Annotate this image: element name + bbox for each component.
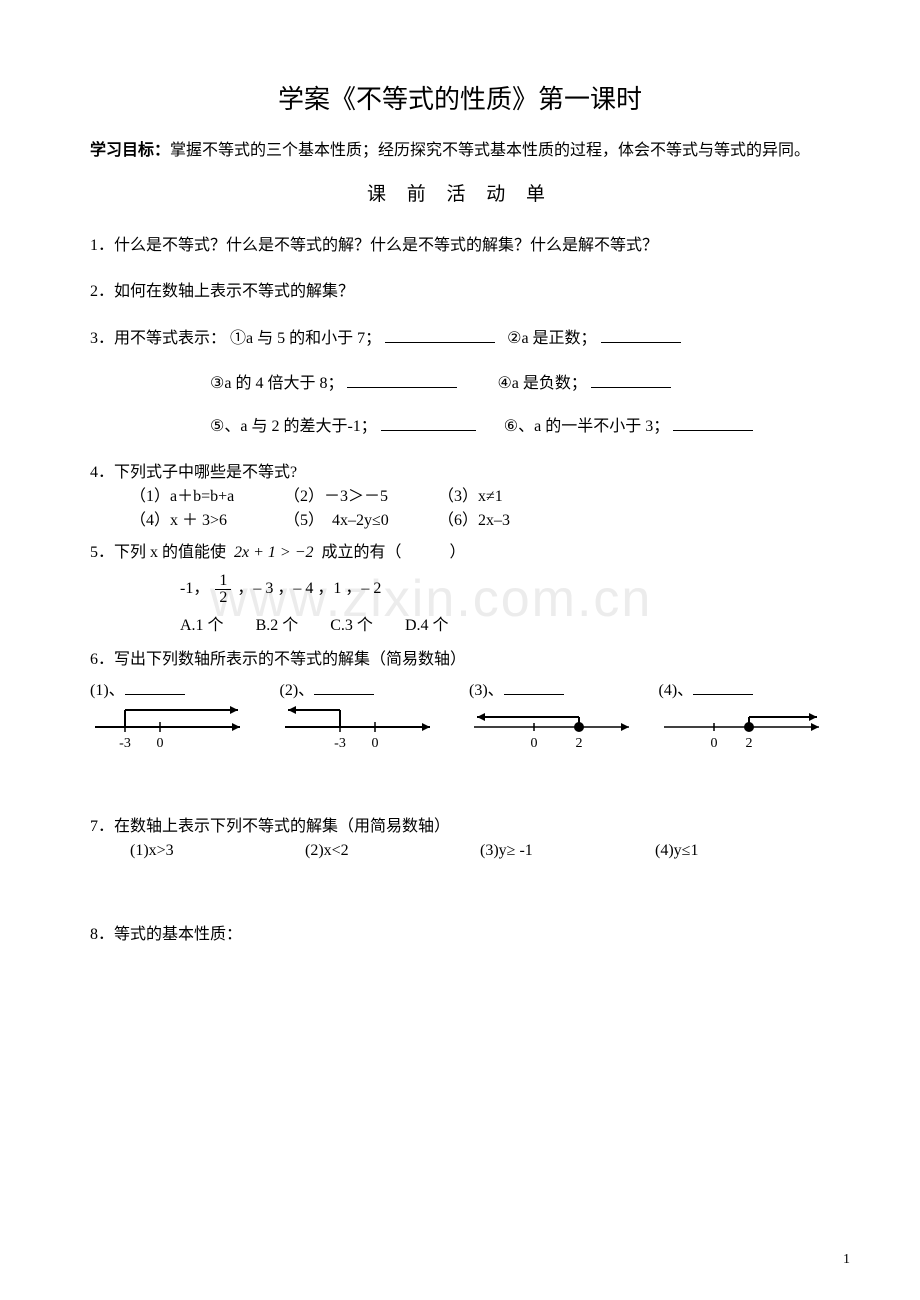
q3-part4: ④a 是负数； (497, 375, 586, 392)
q4-opt: （4）x ＋ 3>6 (130, 509, 280, 533)
q5-stem-a: 5．下列 x 的值能使 (90, 544, 226, 561)
q4-stem: 4．下列式子中哪些是不等式? (90, 461, 830, 485)
goal-text: 掌握不等式的三个基本性质；经历探究不等式基本性质的过程，体会不等式与等式的异同。 (170, 142, 810, 159)
q7-b: (2)x<2 (305, 839, 480, 863)
number-line-3: 0 2 (469, 705, 639, 755)
question-6: 6．写出下列数轴所表示的不等式的解集（简易数轴） (1)、 -3 0 (2)、 (90, 648, 830, 755)
q5-expr: 2x + 1 > −2 (234, 544, 314, 561)
q6-stem: 6．写出下列数轴所表示的不等式的解集（简易数轴） (90, 648, 830, 672)
q7-stem: 7．在数轴上表示下列不等式的解集（用简易数轴） (90, 815, 830, 839)
goal-label: 学习目标： (90, 142, 170, 159)
q4-opt: （2）－3＞－5 (284, 485, 434, 509)
blank (385, 326, 495, 343)
blank (693, 678, 753, 695)
nl-label-2: (2)、 (280, 679, 315, 703)
nl-label-3: (3)、 (469, 679, 504, 703)
question-3: 3．用不等式表示： ①a 与 5 的和小于 7； ②a 是正数； ③a 的 4 … (90, 326, 830, 439)
blank (125, 678, 185, 695)
option-d: D.4 个 (405, 614, 449, 638)
blank (314, 678, 374, 695)
option-b: B.2 个 (256, 614, 299, 638)
svg-text:2: 2 (745, 736, 752, 751)
blank (601, 326, 681, 343)
question-4: 4．下列式子中哪些是不等式? （1）a＋b=b+a （2）－3＞－5 （3）x≠… (90, 461, 830, 533)
page-title: 学案《不等式的性质》第一课时 (90, 80, 830, 119)
fraction-one-half: 12 (215, 573, 231, 606)
blank (381, 414, 476, 431)
q4-opt: （3）x≠1 (438, 485, 503, 509)
question-5: 5．下列 x 的值能使 2x + 1 > −2 成立的有（ ） -1， 12 ，… (90, 541, 830, 638)
svg-text:0: 0 (710, 736, 717, 751)
svg-text:0: 0 (371, 736, 378, 751)
q5-values2: ，– 3 ，– 4 ，1 ，– 2 (237, 580, 381, 597)
number-line-row: (1)、 -3 0 (2)、 -3 0 (90, 678, 830, 755)
blank (504, 678, 564, 695)
option-a: A.1 个 (180, 614, 224, 638)
svg-text:-3: -3 (334, 736, 346, 751)
q3-part5: ⑤、a 与 2 的差大于-1； (210, 418, 377, 435)
q7-c: (3)y≥ -1 (480, 839, 655, 863)
q7-d: (4)y≤1 (655, 839, 830, 863)
svg-text:0: 0 (531, 736, 538, 751)
q3-part1: 3．用不等式表示： ①a 与 5 的和小于 7； (90, 330, 381, 347)
q5-values: -1， (180, 580, 209, 597)
number-line-4: 0 2 (659, 705, 829, 755)
q4-opt: （5） 4x–2y≤0 (284, 509, 434, 533)
question-7: 7．在数轴上表示下列不等式的解集（用简易数轴） (1)x>3 (2)x<2 (3… (90, 815, 830, 863)
option-c: C.3 个 (330, 614, 373, 638)
blank (673, 414, 753, 431)
nl-label-4: (4)、 (659, 679, 694, 703)
svg-text:2: 2 (576, 736, 583, 751)
blank (347, 371, 457, 388)
svg-text:0: 0 (157, 736, 164, 751)
q4-opt: （1）a＋b=b+a (130, 485, 280, 509)
number-line-2: -3 0 (280, 705, 440, 755)
nl-label-1: (1)、 (90, 679, 125, 703)
question-8: 8．等式的基本性质： (90, 923, 830, 947)
q3-part3: ③a 的 4 倍大于 8； (210, 375, 343, 392)
q5-stem-b: 成立的有（ ） (322, 544, 466, 561)
number-line-1: -3 0 (90, 705, 250, 755)
question-2: 2．如何在数轴上表示不等式的解集？ (90, 280, 830, 304)
q7-a: (1)x>3 (130, 839, 305, 863)
q4-opt: （6）2x–3 (438, 509, 510, 533)
blank (591, 371, 671, 388)
question-1: 1．什么是不等式？什么是不等式的解？什么是不等式的解集？什么是解不等式？ (90, 234, 830, 258)
svg-text:-3: -3 (119, 736, 131, 751)
learning-goal: 学习目标：掌握不等式的三个基本性质；经历探究不等式基本性质的过程，体会不等式与等… (90, 139, 830, 163)
section-heading: 课 前 活 动 单 (90, 181, 830, 210)
q3-part2: ②a 是正数； (507, 330, 596, 347)
q3-part6: ⑥、a 的一半不小于 3； (504, 418, 669, 435)
page-number: 1 (843, 1249, 850, 1270)
